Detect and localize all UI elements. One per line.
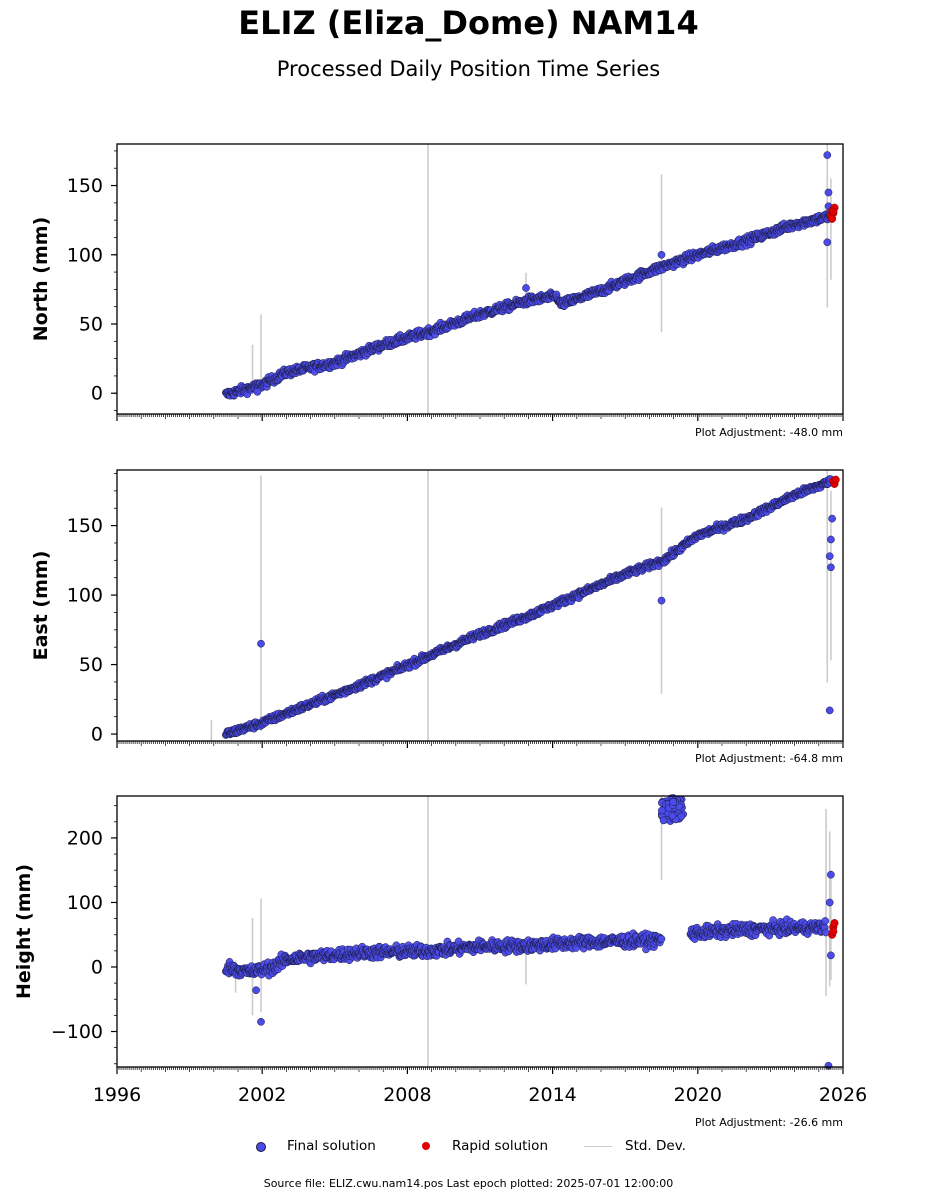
- x-tick-label: 2002: [238, 1084, 286, 1106]
- final-outlier-point: [827, 563, 835, 572]
- chart-subtitle: Processed Daily Position Time Series: [276, 57, 661, 81]
- legend-label-final: Final solution: [287, 1138, 376, 1154]
- final-solution-marker-icon: [256, 1142, 266, 1152]
- final-point: [657, 935, 666, 943]
- final-outlier-point: [252, 986, 260, 995]
- y-tick-label: 50: [79, 314, 103, 336]
- panel-0: 0 50 100 150 North (mm) Plot Adjustment: -48.…: [30, 143, 844, 439]
- rapid-point: [830, 919, 839, 928]
- rapid-point: [829, 207, 838, 216]
- final-outlier-point: [657, 596, 666, 605]
- plot-adjustment-label: Plot Adjustment: -64.8 mm: [695, 752, 843, 765]
- x-tick-label: 1996: [93, 1084, 141, 1106]
- y-tick-label: 0: [91, 724, 103, 746]
- x-tick-label: 2026: [819, 1084, 867, 1106]
- final-point: [821, 917, 830, 925]
- y-tick-label: 0: [91, 383, 103, 405]
- source-note: Source file: ELIZ.cwu.nam14.pos Last epo…: [263, 1177, 674, 1190]
- y-axis-label: Height (mm): [13, 864, 35, 999]
- x-tick-label: 2008: [383, 1084, 431, 1106]
- y-tick-label: 150: [67, 515, 103, 537]
- final-solution-points: [222, 151, 839, 400]
- x-tick-label: 2020: [674, 1084, 722, 1106]
- rapid-point: [829, 927, 838, 936]
- stddev-line-icon: [584, 1146, 612, 1147]
- panel-1: 0 50 100 150 East (mm) Plot Adjustment: -64.8…: [30, 469, 844, 765]
- legend-label-stddev: Std. Dev.: [625, 1138, 686, 1154]
- rapid-solution-marker-icon: [422, 1142, 430, 1150]
- y-tick-label: 50: [79, 654, 103, 676]
- y-axis-label: East (mm): [30, 551, 52, 661]
- x-tick-label: 2014: [528, 1084, 576, 1106]
- y-tick-label: 0: [91, 956, 103, 978]
- rapid-point: [828, 214, 837, 223]
- plot-adjustment-label: Plot Adjustment: -26.6 mm: [695, 1116, 843, 1129]
- final-outlier-point: [824, 188, 833, 197]
- rapid-point: [831, 475, 840, 484]
- final-outlier-point: [825, 898, 834, 907]
- plot-frame: [116, 469, 844, 742]
- final-outlier-point: [657, 250, 666, 259]
- plot-frame: [116, 143, 844, 415]
- final-solution-points: [222, 794, 839, 1070]
- final-point: [659, 816, 668, 825]
- final-outlier-point: [257, 639, 265, 648]
- final-solution-points: [222, 475, 840, 739]
- final-outlier-point: [825, 706, 834, 715]
- y-tick-label: 100: [67, 244, 103, 266]
- final-outlier-point: [825, 552, 834, 561]
- y-axis-label: North (mm): [30, 217, 52, 342]
- final-outlier-point: [827, 870, 835, 879]
- y-tick-label: 150: [67, 175, 103, 197]
- final-outlier-point: [827, 535, 835, 544]
- final-outlier-point: [823, 238, 832, 247]
- final-point: [658, 806, 666, 815]
- plot-adjustment-label: Plot Adjustment: -48.0 mm: [695, 426, 843, 439]
- final-outlier-point: [827, 951, 835, 960]
- legend-label-rapid: Rapid solution: [452, 1138, 548, 1154]
- y-tick-label: 100: [67, 585, 103, 607]
- y-tick-label: 200: [67, 827, 103, 849]
- y-tick-label: −100: [51, 1021, 103, 1043]
- chart-title: ELIZ (Eliza_Dome) NAM14: [238, 4, 699, 42]
- panel-2: −100 0 100 200 1996 2002 2008 2014 2020 2026 Heigh…: [13, 794, 867, 1129]
- final-outlier-point: [828, 514, 836, 523]
- final-point: [669, 798, 678, 806]
- final-outlier-point: [257, 1017, 265, 1026]
- final-outlier-point: [823, 151, 832, 159]
- final-outlier-point: [253, 387, 262, 396]
- y-tick-label: 100: [67, 892, 103, 914]
- final-point: [668, 811, 677, 820]
- final-outlier-point: [522, 284, 530, 292]
